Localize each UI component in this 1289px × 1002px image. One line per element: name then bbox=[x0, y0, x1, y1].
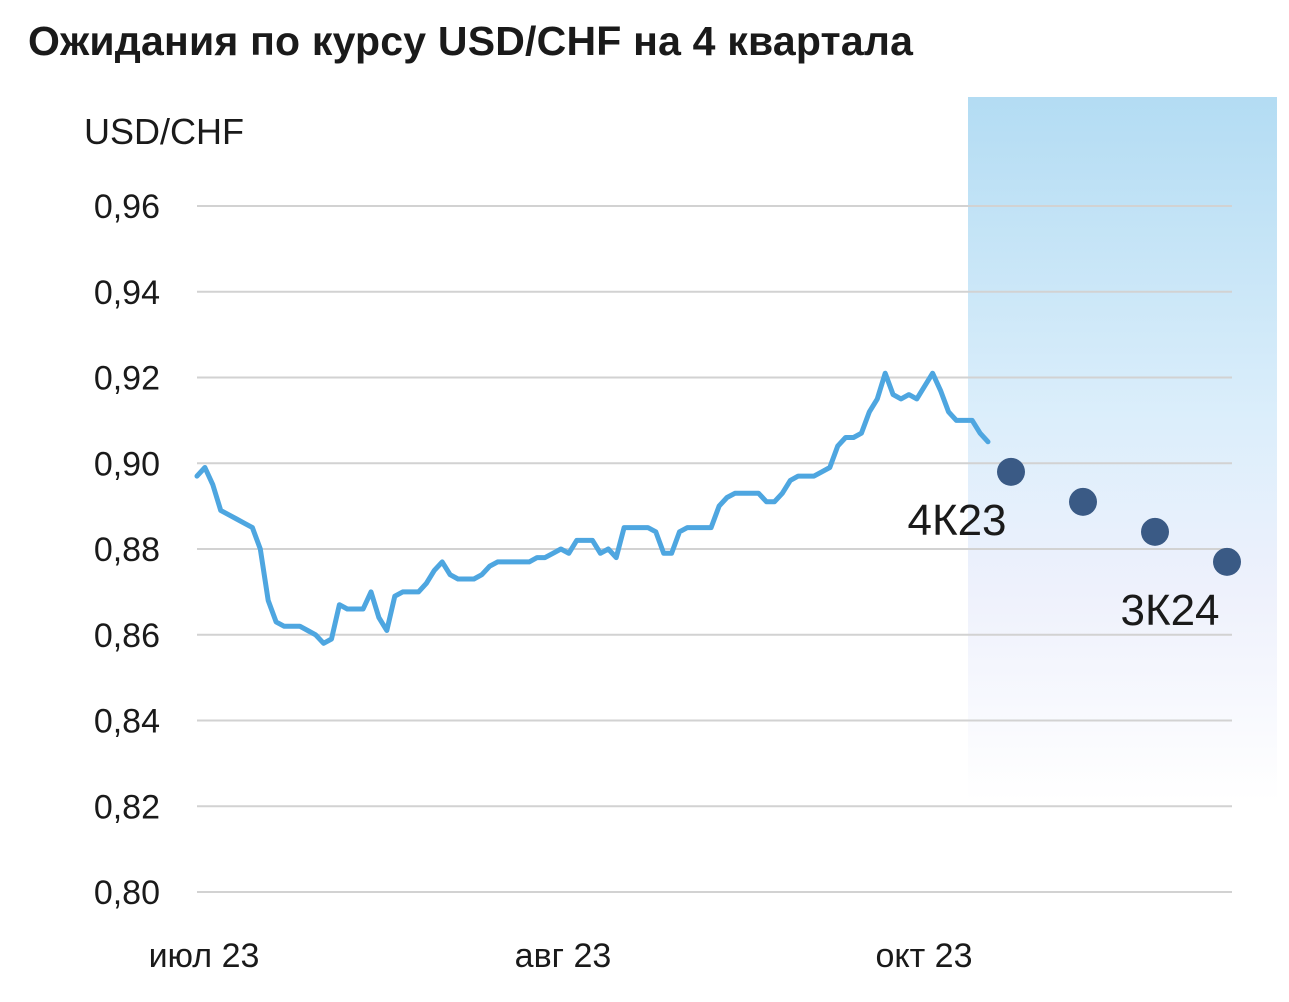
x-tick-label: июл 23 bbox=[149, 937, 260, 975]
annotations: 4К23 3К24 bbox=[907, 496, 1219, 635]
y-tick-label: 0,84 bbox=[94, 703, 160, 741]
x-tick-label: окт 23 bbox=[875, 937, 972, 975]
annotation-label: 4К23 bbox=[907, 496, 1006, 545]
y-tick-label: 0,88 bbox=[94, 531, 160, 569]
x-tick-labels: июл 23 авг 23 окт 23 bbox=[149, 937, 973, 975]
series-group bbox=[194, 370, 1241, 646]
series-line-usdchf bbox=[194, 370, 991, 646]
forecast-point bbox=[997, 457, 1025, 486]
forecast-point bbox=[1213, 547, 1241, 576]
forecast-point bbox=[1141, 517, 1169, 546]
x-tick-label: авг 23 bbox=[515, 937, 612, 975]
forecast-zone bbox=[968, 97, 1277, 802]
y-tick-label: 0,82 bbox=[94, 788, 160, 826]
y-tick-label: 0,80 bbox=[94, 874, 160, 912]
chart-title: Ожидания по курсу USD/CHF на 4 квартала bbox=[28, 18, 914, 64]
y-tick-label: 0,90 bbox=[94, 445, 160, 483]
forecast-point bbox=[1069, 487, 1097, 516]
y-tick-label: 0,96 bbox=[94, 188, 160, 226]
gridlines bbox=[197, 205, 1232, 893]
y-tick-label: 0,86 bbox=[94, 617, 160, 655]
y-tick-labels: 0,96 0,94 0,92 0,90 0,88 0,86 0,84 0,82 0,80 bbox=[94, 188, 160, 912]
y-tick-label: 0,94 bbox=[94, 274, 160, 312]
y-tick-label: 0,92 bbox=[94, 360, 160, 398]
y-axis-label: USD/CHF bbox=[84, 111, 244, 152]
annotation-label: 3К24 bbox=[1120, 586, 1219, 635]
